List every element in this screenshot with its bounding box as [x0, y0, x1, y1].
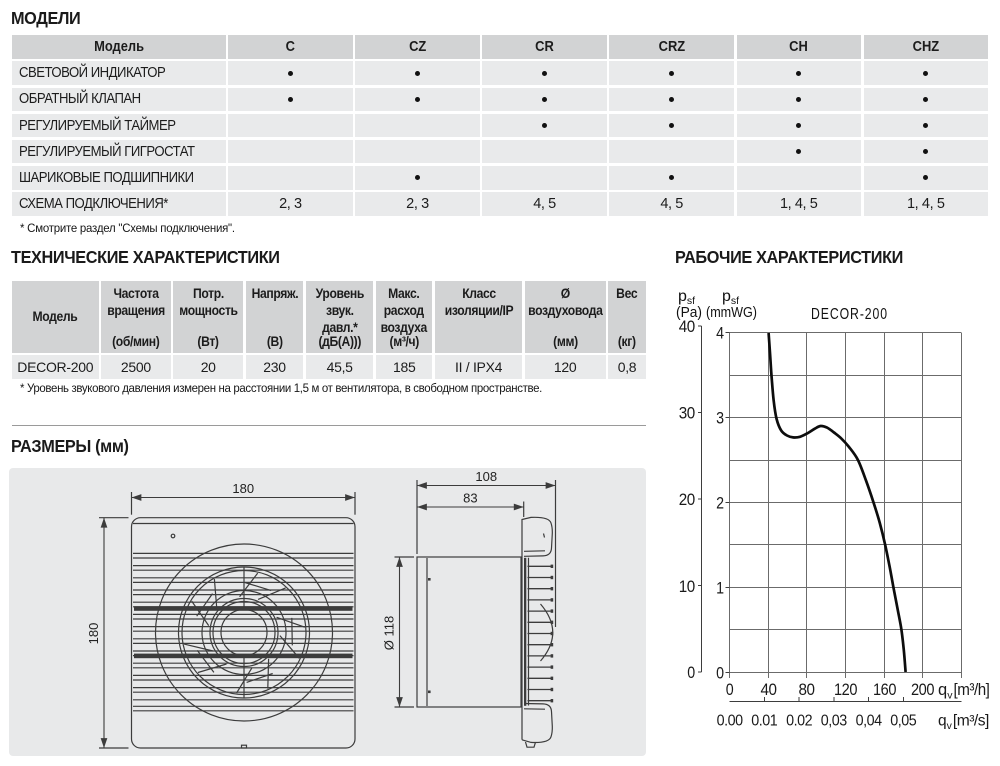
svg-text:0,03: 0,03: [821, 713, 847, 730]
svg-text:10: 10: [679, 578, 695, 596]
svg-text:40: 40: [679, 318, 695, 336]
svg-text:0,05: 0,05: [890, 713, 916, 730]
svg-text:3: 3: [716, 410, 724, 428]
svg-text:80: 80: [799, 681, 815, 699]
svg-text:qv[m³/h]: qv[m³/h]: [938, 681, 989, 702]
svg-text:0: 0: [687, 664, 695, 682]
svg-text:4: 4: [716, 325, 724, 343]
svg-text:Ø 118: Ø 118: [382, 616, 397, 650]
svg-text:108: 108: [475, 469, 497, 484]
svg-text:1: 1: [716, 580, 724, 598]
svg-text:30: 30: [679, 405, 695, 423]
svg-text:160: 160: [873, 681, 896, 699]
svg-text:DECOR-200: DECOR-200: [811, 306, 888, 323]
svg-text:83: 83: [463, 491, 477, 506]
svg-text:qv[m³/s]: qv[m³/s]: [938, 713, 989, 733]
svg-text:0.02: 0.02: [786, 713, 812, 730]
svg-text:0: 0: [726, 681, 734, 699]
svg-text:2: 2: [716, 495, 724, 513]
svg-text:20: 20: [679, 491, 695, 509]
svg-text:120: 120: [834, 681, 857, 699]
svg-text:(Pa): (Pa): [676, 305, 702, 321]
svg-text:0: 0: [716, 665, 724, 683]
svg-text:0.00: 0.00: [717, 713, 744, 730]
svg-text:0.01: 0.01: [751, 713, 777, 730]
svg-text:200: 200: [911, 681, 934, 699]
svg-text:(mmWG): (mmWG): [706, 305, 757, 321]
svg-text:180: 180: [232, 481, 254, 496]
svg-text:0,04: 0,04: [856, 713, 883, 730]
svg-text:180: 180: [86, 623, 101, 645]
svg-text:40: 40: [761, 681, 777, 699]
